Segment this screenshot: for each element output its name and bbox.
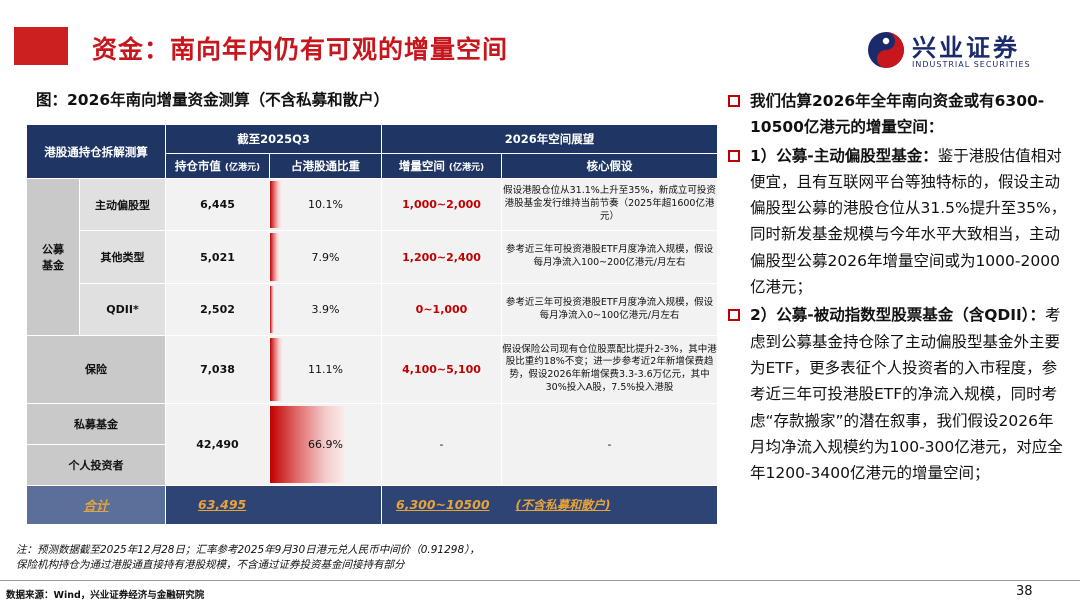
assumption-cell: - xyxy=(501,402,719,486)
ratio-cell: 11.1% xyxy=(268,334,383,404)
ratio-cell: 66.9% xyxy=(268,402,383,486)
southbound-estimate-table: 港股通持仓拆解测算 截至2025Q3 2026年空间展望 持仓市值 (亿港元) … xyxy=(26,123,719,526)
table-row: QDII* 2,502 3.9% 0~1,000 参考近三年可投资港股ETF月度… xyxy=(27,283,719,336)
row-name: QDII* xyxy=(79,283,166,336)
title-accent-bar xyxy=(14,27,68,65)
market-value-cell: 42,490 xyxy=(165,402,270,486)
table-row: 公募 基金 主动偏股型 6,445 10.1% 1,000~2,000 假设港股仓… xyxy=(26,178,719,336)
row-name-retail: 个人投资者 xyxy=(26,443,166,486)
table-row: 私募基金 42,490 66.9% - - xyxy=(26,402,719,486)
increment-cell: 0~1,000 xyxy=(381,283,503,336)
company-logo: 兴业证券 INDUSTRIAL SECURITIES xyxy=(866,28,1056,74)
public-fund-group-label: 公募 基金 xyxy=(26,178,80,336)
assumption-cell: 参考近三年可投资港股ETF月度净流入规模，假设每月净流入100~200亿港元/月… xyxy=(501,229,719,285)
total-increment: 6,300~10500 (不含私募和散户) xyxy=(381,484,719,526)
footer-divider xyxy=(0,580,1080,581)
data-source: 数据来源：Wind，兴业证券经济与金融研究院 xyxy=(6,590,205,601)
bullet-square-icon xyxy=(728,309,740,322)
market-value-cell: 6,445 xyxy=(165,178,270,231)
logo-chinese-text: 兴业证券 xyxy=(912,34,1020,62)
header-increment: 增量空间 (亿港元) xyxy=(381,152,503,180)
increment-cell: 1,000~2,000 xyxy=(381,178,503,231)
figure-title: 图：2026年南向增量资金测算（不含私募和散户） xyxy=(36,91,390,109)
header-core-assumption: 核心假设 xyxy=(501,152,719,180)
page-title: 资金：南向年内仍有可观的增量空间 xyxy=(92,35,509,64)
logo-english-text: INDUSTRIAL SECURITIES xyxy=(912,60,1031,69)
increment-cell: 1,200~2,400 xyxy=(381,229,503,285)
row-name-private-fund: 私募基金 xyxy=(26,402,166,445)
table-row: 其他类型 5,021 7.9% 1,200~2,400 参考近三年可投资港股ET… xyxy=(27,229,719,285)
ratio-databar xyxy=(270,286,275,333)
footnote: 注：预测数据截至2025年12月28日；汇率参考2025年9月30日港元兑人民币… xyxy=(16,544,480,571)
market-value-cell: 7,038 xyxy=(165,334,270,404)
header-market-value: 持仓市值 (亿港元) xyxy=(165,152,270,180)
row-name: 保险 xyxy=(26,334,166,404)
table-row: 保险 7,038 11.1% 4,100~5,100 假设保险公司现有仓位股票配… xyxy=(26,334,719,404)
table-total-row: 合计 63,495 6,300~10500 (不含私募和散户) xyxy=(26,484,719,526)
assumption-cell: 参考近三年可投资港股ETF月度净流入规模，假设每月净流入0~100亿港元/月左右 xyxy=(501,283,719,336)
increment-cell: 4,100~5,100 xyxy=(381,334,503,404)
header-ratio: 占港股通比重 xyxy=(268,152,383,180)
ratio-databar xyxy=(270,405,345,483)
ratio-databar xyxy=(270,181,282,228)
bullet-square-icon xyxy=(728,95,740,107)
ratio-databar xyxy=(270,232,279,282)
bullet-item: 我们估算2026年全年南向资金或有6300-10500亿港元的增量空间： xyxy=(728,88,1068,141)
page-number: 38 xyxy=(1016,584,1033,599)
header-as-of-2025q3: 截至2025Q3 xyxy=(164,124,383,154)
total-market-value: 63,495 xyxy=(164,484,383,526)
assumption-cell: 假设保险公司现有仓位股票配比提升2-3%，其中港股比重约18%不变；进一步参考近… xyxy=(501,334,719,404)
analysis-bullets: 我们估算2026年全年南向资金或有6300-10500亿港元的增量空间： 1）公… xyxy=(728,88,1068,488)
ratio-cell: 3.9% xyxy=(268,283,383,336)
table-row: 个人投资者 xyxy=(26,443,718,486)
bullet-square-icon xyxy=(728,149,740,162)
ratio-cell: 10.1% xyxy=(268,178,383,231)
row-name: 其他类型 xyxy=(79,229,166,285)
bullet-item: 2）公募-被动指数型股票基金（含QDII）：考虑到公募基金持仓除了主动偏股型基金… xyxy=(728,302,1068,486)
header-2026-outlook: 2026年空间展望 xyxy=(381,124,719,154)
assumption-cell: 假设港股仓位从31.1%上升至35%，新成立可投资港股基金发行维持当前节奏（20… xyxy=(501,178,719,231)
header-holding-breakdown: 港股通持仓拆解测算 xyxy=(26,123,166,180)
row-name: 主动偏股型 xyxy=(79,178,166,231)
ratio-cell: 7.9% xyxy=(268,229,383,285)
increment-cell: - xyxy=(381,402,503,486)
bullet-item: 1）公募-主动偏股型基金：鉴于港股估值相对便宜，且有互联网平台等独特标的，假设主… xyxy=(728,143,1068,301)
market-value-cell: 5,021 xyxy=(165,229,270,285)
ratio-databar xyxy=(270,337,283,401)
market-value-cell: 2,502 xyxy=(165,283,270,336)
logo-swirl-icon xyxy=(868,32,904,68)
total-label: 合计 xyxy=(26,484,166,526)
